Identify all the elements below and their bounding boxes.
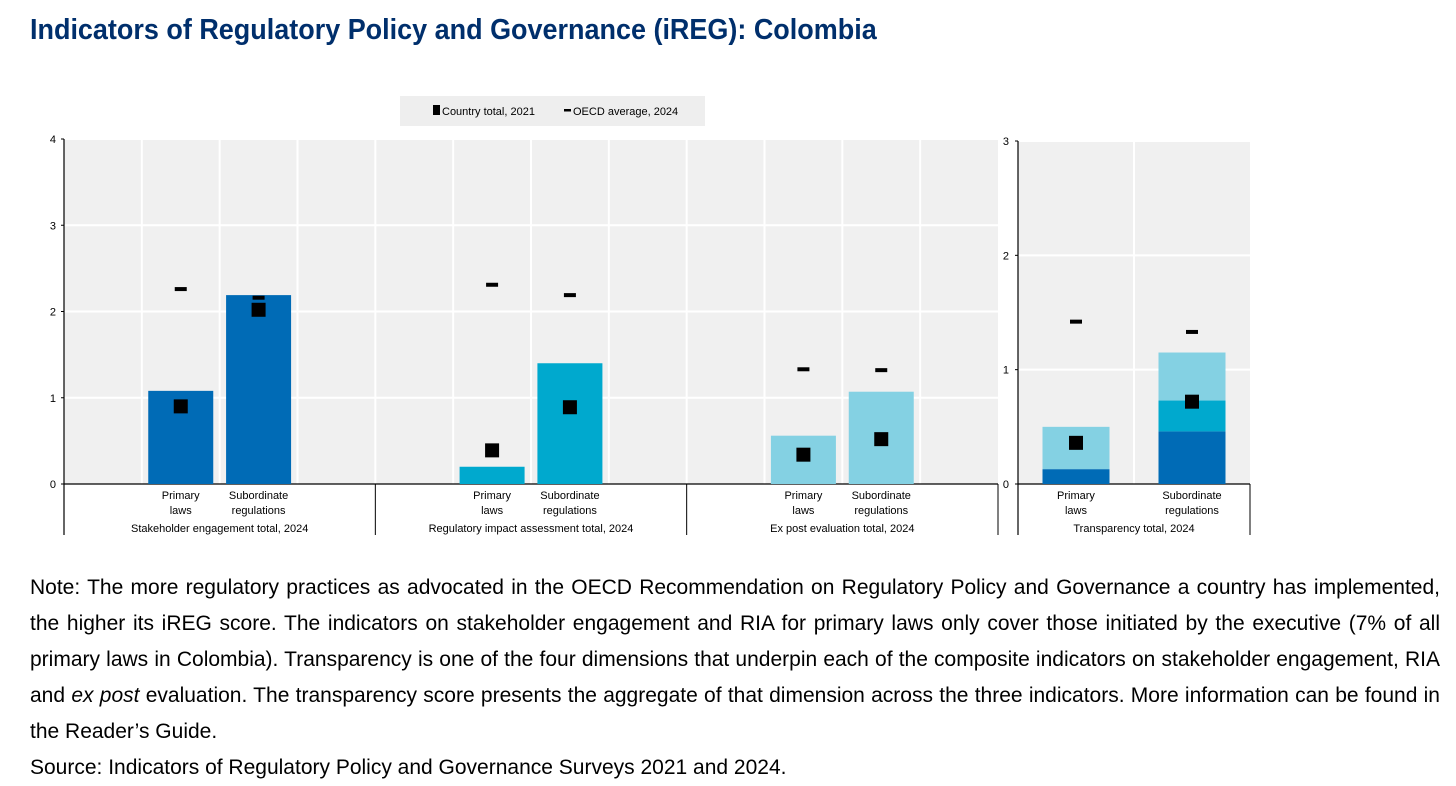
category-label: regulations (1165, 505, 1219, 517)
y-tick-label: 3 (1003, 136, 1009, 148)
chart-note: Note: The more regulatory practices as a… (30, 570, 1440, 750)
group-label: Stakeholder engagement total, 2024 (131, 523, 308, 535)
oecd-average-marker (174, 287, 187, 292)
category-label: Subordinate (852, 490, 911, 502)
oecd-average-marker (875, 368, 888, 373)
country-2021-marker (251, 302, 266, 317)
y-tick-label: 0 (1003, 479, 1009, 491)
oecd-average-marker (797, 367, 810, 372)
y-tick-label: 0 (50, 479, 56, 491)
category-label: Primary (162, 490, 200, 502)
country-2021-marker (796, 447, 811, 462)
category-label: regulations (232, 505, 286, 517)
oecd-average-marker (563, 293, 576, 298)
chart-source: Source: Indicators of Regulatory Policy … (30, 756, 787, 779)
country-2021-marker (1069, 435, 1083, 450)
country-2021-marker (562, 400, 577, 415)
country-2021-marker (1185, 394, 1199, 409)
category-label: laws (481, 505, 504, 517)
category-label: Primary (784, 490, 822, 502)
country-2021-marker (485, 443, 500, 458)
category-label: Primary (1057, 490, 1095, 502)
category-label: laws (170, 505, 193, 517)
note-text-continued: evaluation. The transparency score prese… (30, 684, 1440, 743)
y-tick-label: 3 (50, 220, 56, 232)
oecd-average-marker (1070, 319, 1082, 324)
oecd-average-marker (486, 282, 499, 287)
y-tick-label: 2 (1003, 250, 1009, 262)
y-tick-label: 4 (50, 134, 56, 146)
group-label: Regulatory impact assessment total, 2024 (429, 523, 634, 535)
country-2021-marker (874, 432, 889, 447)
category-label: laws (792, 505, 815, 517)
y-tick-label: 1 (50, 393, 56, 405)
bar (1158, 352, 1226, 401)
legend-label: OECD average, 2024 (573, 106, 678, 118)
category-label: Subordinate (1162, 490, 1221, 502)
note-text: Note: The more regulatory practices as a… (30, 576, 1440, 707)
chart: Country total, 2021 OECD average, 2024 0 1 2… (50, 96, 1251, 535)
legend-square-marker (433, 105, 440, 115)
category-label: laws (1065, 505, 1088, 517)
bar (459, 466, 525, 484)
note-italic-text: ex post (71, 684, 140, 707)
legend-box (400, 96, 705, 126)
legend-label: Country total, 2021 (442, 106, 535, 118)
y-tick-label: 2 (50, 307, 56, 319)
country-2021-marker (173, 399, 188, 414)
bar (1042, 469, 1110, 484)
group-label: Transparency total, 2024 (1073, 523, 1194, 535)
group-label: Ex post evaluation total, 2024 (770, 523, 914, 535)
y-tick-label: 1 (1003, 365, 1009, 377)
oecd-average-marker (252, 295, 265, 300)
legend-dash-marker (564, 109, 571, 112)
oecd-average-marker (1186, 329, 1198, 334)
category-label: regulations (543, 505, 597, 517)
category-label: Subordinate (540, 490, 599, 502)
category-label: Subordinate (229, 490, 288, 502)
bar (1158, 431, 1226, 484)
chart-title: Indicators of Regulatory Policy and Gove… (30, 14, 877, 46)
bar (537, 363, 603, 484)
category-label: Primary (473, 490, 511, 502)
category-label: regulations (854, 505, 908, 517)
bar (226, 295, 292, 484)
